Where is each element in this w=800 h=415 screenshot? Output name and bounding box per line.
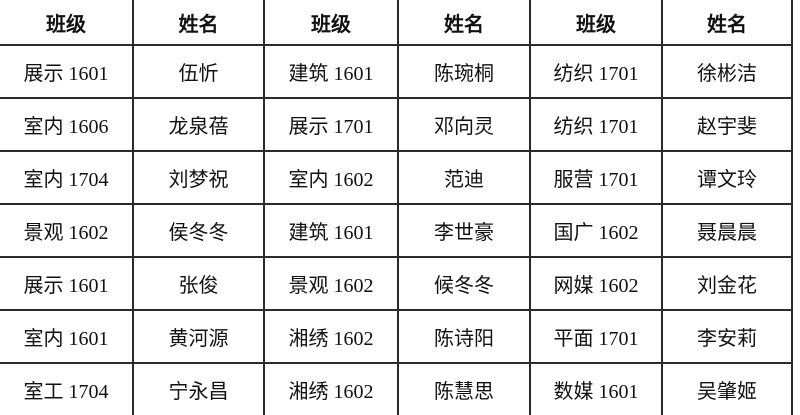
table-cell-class: 展示 1601 <box>0 46 134 99</box>
table-row: 室内 1704 刘梦祝 室内 1602 范迪 服营 1701 谭文玲 <box>0 152 793 205</box>
table-cell-name: 赵宇斐 <box>663 99 793 152</box>
table-cell-name: 伍忻 <box>134 46 265 99</box>
table-cell-name: 范迪 <box>399 152 531 205</box>
table-cell-class: 建筑 1601 <box>265 205 399 258</box>
table-cell-name: 聂晨晨 <box>663 205 793 258</box>
table-cell-name: 李世豪 <box>399 205 531 258</box>
table-cell-name: 邓向灵 <box>399 99 531 152</box>
table-cell-class: 室内 1601 <box>0 311 134 364</box>
column-header-name-3: 姓名 <box>663 0 793 46</box>
table-header-row: 班级 姓名 班级 姓名 班级 姓名 <box>0 0 793 46</box>
table-cell-name: 李安莉 <box>663 311 793 364</box>
table-cell-class: 平面 1701 <box>531 311 663 364</box>
table-cell-class: 湘绣 1602 <box>265 364 399 415</box>
table-row: 景观 1602 侯冬冬 建筑 1601 李世豪 国广 1602 聂晨晨 <box>0 205 793 258</box>
table-cell-class: 服营 1701 <box>531 152 663 205</box>
table-cell-class: 纺织 1701 <box>531 46 663 99</box>
table-cell-name: 候冬冬 <box>399 258 531 311</box>
table-cell-name: 陈琬桐 <box>399 46 531 99</box>
table-cell-name: 徐彬洁 <box>663 46 793 99</box>
table-cell-class: 室内 1602 <box>265 152 399 205</box>
table-cell-class: 网媒 1602 <box>531 258 663 311</box>
table-cell-class: 景观 1602 <box>0 205 134 258</box>
table-row: 室工 1704 宁永昌 湘绣 1602 陈慧思 数媒 1601 吴肇姬 <box>0 364 793 415</box>
table-cell-name: 谭文玲 <box>663 152 793 205</box>
table-cell-name: 黄河源 <box>134 311 265 364</box>
table-cell-name: 刘梦祝 <box>134 152 265 205</box>
table-cell-name: 宁永昌 <box>134 364 265 415</box>
table-cell-name: 刘金花 <box>663 258 793 311</box>
table-cell-class: 室工 1704 <box>0 364 134 415</box>
table-cell-class: 景观 1602 <box>265 258 399 311</box>
table-cell-class: 展示 1701 <box>265 99 399 152</box>
table-row: 展示 1601 伍忻 建筑 1601 陈琬桐 纺织 1701 徐彬洁 <box>0 46 793 99</box>
table-cell-name: 侯冬冬 <box>134 205 265 258</box>
table-cell-class: 展示 1601 <box>0 258 134 311</box>
column-header-class-2: 班级 <box>265 0 399 46</box>
column-header-name-2: 姓名 <box>399 0 531 46</box>
table-cell-name: 吴肇姬 <box>663 364 793 415</box>
table-row: 室内 1606 龙泉蓓 展示 1701 邓向灵 纺织 1701 赵宇斐 <box>0 99 793 152</box>
table-cell-class: 室内 1704 <box>0 152 134 205</box>
table-cell-class: 纺织 1701 <box>531 99 663 152</box>
table-row: 室内 1601 黄河源 湘绣 1602 陈诗阳 平面 1701 李安莉 <box>0 311 793 364</box>
table-cell-name: 陈慧思 <box>399 364 531 415</box>
column-header-class-3: 班级 <box>531 0 663 46</box>
table-cell-name: 张俊 <box>134 258 265 311</box>
table-cell-class: 数媒 1601 <box>531 364 663 415</box>
table-cell-class: 国广 1602 <box>531 205 663 258</box>
table-cell-class: 室内 1606 <box>0 99 134 152</box>
table-cell-class: 建筑 1601 <box>265 46 399 99</box>
column-header-class-1: 班级 <box>0 0 134 46</box>
column-header-name-1: 姓名 <box>134 0 265 46</box>
table-cell-class: 湘绣 1602 <box>265 311 399 364</box>
table-cell-name: 陈诗阳 <box>399 311 531 364</box>
table-row: 展示 1601 张俊 景观 1602 候冬冬 网媒 1602 刘金花 <box>0 258 793 311</box>
table-cell-name: 龙泉蓓 <box>134 99 265 152</box>
